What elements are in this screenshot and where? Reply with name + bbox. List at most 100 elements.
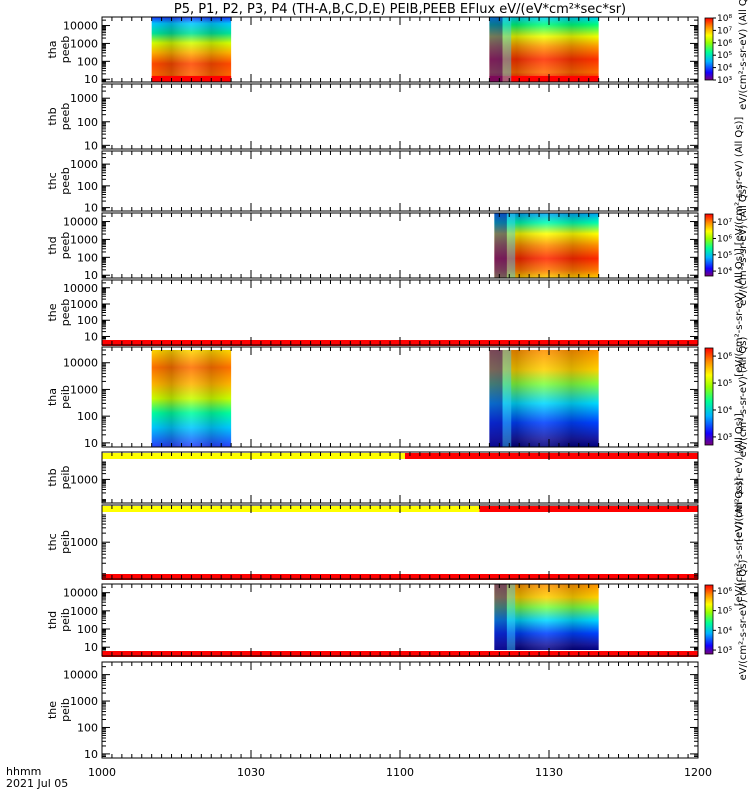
tha-peib-ytick-label-0: 10 [84, 437, 98, 450]
the-peib-ylabel-product: peib [59, 698, 72, 722]
tha-peib-colorbar-label-3: 10⁶ [717, 352, 732, 362]
the-peeb-ylabel-product: peeb [59, 299, 72, 327]
thc-peeb-ylabel-product: peeb [59, 167, 72, 195]
tha-peib-colorbar-label-0: 10³ [717, 433, 732, 443]
xtick-label-0: 1000 [88, 766, 116, 779]
xtick-label-2: 1100 [386, 766, 414, 779]
the-peeb-frame [101, 279, 699, 346]
thc-peeb-ytick-label-1: 100 [77, 180, 98, 193]
thd-peeb-ytick-label-1: 100 [77, 251, 98, 264]
thd-peib-ylabel: thdpeib [46, 608, 72, 632]
thc-peib-ylabel-product: peib [59, 530, 72, 554]
thc-peeb-ylabel-probe: thc [46, 172, 59, 189]
tha-peeb-colorbar-label-0: 10³ [717, 76, 732, 86]
tha-peib-colorbar-label-2: 10⁵ [717, 379, 732, 389]
the-peib-ytick-label-2: 1000 [70, 695, 98, 708]
thd-peeb-spectrogram-texture-0 [494, 213, 599, 278]
thc-peeb-ylabel: thcpeeb [46, 167, 72, 195]
thd-peib-ytick-label-2: 1000 [70, 605, 98, 618]
xtick-label-1: 1030 [237, 766, 265, 779]
thd-peeb-colorbar-label-3: 10⁷ [717, 218, 732, 228]
tha-peib-ylabel-product: peib [59, 385, 72, 409]
thb-peeb-ylabel-probe: thb [46, 107, 59, 125]
panel-thd-peeb: 10 100 1000 10000 thdpeeb 10⁴ 10⁵ 10⁶ 10⁷ eV/(cm²… [46, 185, 749, 306]
the-peeb-ytick-label-1: 100 [77, 314, 98, 327]
tha-peib-ylabel-probe: tha [46, 388, 59, 406]
tha-peeb-spectrogram-texture-0 [151, 17, 232, 82]
tha-peeb-colorbar-label-5: 10⁸ [717, 14, 732, 24]
the-peib-frame [101, 661, 699, 759]
thd-peib-dark-edge-0 [494, 584, 507, 650]
thd-peeb-colorbar-title: eV/(cm²-s-sr-eV) (All Qs) [738, 185, 749, 306]
xtick-label-3: 1130 [535, 766, 563, 779]
tha-peeb-colorbar-label-2: 10⁵ [717, 51, 732, 61]
thd-peeb-colorbar-label-1: 10⁵ [717, 251, 732, 261]
thd-peib-colorbar [704, 584, 714, 655]
the-peib-ylabel: thepeib [46, 698, 72, 722]
time-axis: hhmm 2021 Jul 05 1000 1030 1100 1130 1200 [6, 765, 712, 790]
the-peib-ytick-label-3: 10000 [63, 669, 98, 682]
tha-peeb-ylabel-probe: tha [46, 40, 59, 58]
tha-peib-colorbar [704, 347, 714, 446]
thd-peeb-colorbar-label-2: 10⁶ [717, 234, 732, 244]
thc-peeb-units-label: [eV/(cm²-s-sr-eV) (All Qs)] [734, 117, 745, 246]
tha-peib-ylabel: thapeib [46, 385, 72, 409]
thd-peeb-colorbar-label-0: 10⁴ [717, 267, 732, 277]
panel-tha-peib: 10 100 1000 10000 thapeib 10³ 10⁴ 10⁵ 10⁶ eV/(cm²… [46, 337, 749, 458]
panel-stack: 10 100 1000 10000 tha peeb 10³ 10⁴ 10⁵ 10⁶ 10⁷ 10⁸ e… [46, 0, 749, 761]
panel-the-peib: 10 100 1000 10000 thepeib [46, 661, 699, 761]
tha-peeb-ytick-label-0: 10 [84, 73, 98, 86]
thb-peeb-ytick-label-2: 1000 [70, 92, 98, 105]
the-peeb-ylabel-probe: the [46, 303, 59, 321]
tha-peeb-ytick-label-1: 100 [77, 55, 98, 68]
tha-peib-ytick-label-3: 10000 [63, 357, 98, 370]
tha-peeb-colorbar [704, 17, 714, 81]
tha-peib-cyan-stripe-1 [502, 350, 512, 447]
thd-peib-colorbar-label-0: 10³ [717, 646, 732, 656]
thd-peib-colorbar-label-2: 10⁵ [717, 607, 732, 617]
the-peib-ytick-label-1: 100 [77, 721, 98, 734]
panel-the-peeb: 10 100 1000 10000 thepeeb [eV/(cm²-s-sr-eV) (… [46, 248, 745, 377]
thb-peeb-ylabel-product: peeb [59, 103, 72, 131]
thd-peib-spectrogram-texture-0 [494, 584, 599, 650]
panel-tha-peeb: 10 100 1000 10000 thapeeb 10³ 10⁴ 10⁵ 10⁶ 10⁷ 10⁸ e… [46, 0, 749, 110]
thd-peib-ytick-label-3: 10000 [63, 587, 98, 600]
thb-peib-status-bar-top-0 [102, 453, 405, 459]
date-label: 2021 Jul 05 [6, 777, 68, 790]
tha-peib-spectrogram-texture-0 [151, 350, 232, 447]
tha-peib-ytick-label-2: 1000 [70, 383, 98, 396]
tha-peeb-colorbar-label-4: 10⁷ [717, 26, 732, 36]
the-peeb-ytick-label-2: 1000 [70, 298, 98, 311]
tha-peeb-colorbar-label-1: 10⁴ [717, 64, 732, 74]
thc-peeb-ytick-label-2: 1000 [70, 158, 98, 171]
thb-peib-ylabel: thbpeib [46, 466, 72, 490]
the-peib-ylabel-probe: the [46, 701, 59, 719]
thb-peib-ytick-label-0: 1000 [70, 473, 98, 486]
tha-peeb-cyan-stripe-1 [502, 17, 512, 82]
thd-peeb-ytick-label-2: 1000 [70, 233, 98, 246]
thc-peeb-ytick-label-0: 10 [84, 202, 98, 215]
thb-peib-status-bar-top-1 [404, 453, 698, 459]
tha-peib-ytick-label-1: 100 [77, 410, 98, 423]
thb-peeb-ytick-label-1: 100 [77, 116, 98, 129]
the-peeb-units-label: [eV/(cm²-s-sr-eV) (All Qs)] [734, 248, 745, 377]
thb-peib-ylabel-probe: thb [46, 468, 59, 486]
the-peeb-ylabel: thepeeb [46, 299, 72, 327]
thb-peeb-frame [101, 83, 699, 150]
the-peeb-ytick-label-3: 10000 [63, 282, 98, 295]
chart-title: P5, P1, P2, P3, P4 (TH-A,B,C,D,E) PEIB,P… [174, 2, 626, 17]
thd-peib-ytick-label-1: 100 [77, 623, 98, 636]
thd-peeb-ylabel: thdpeeb [46, 232, 72, 260]
the-peeb-ytick-label-0: 10 [84, 330, 98, 343]
thb-peeb-ylabel: thbpeeb [46, 103, 72, 131]
thd-peeb-ytick-label-3: 10000 [63, 216, 98, 229]
thb-peeb-ytick-label-0: 10 [84, 139, 98, 152]
thd-peeb-colorbar [704, 213, 714, 277]
thc-peib-frame [101, 504, 699, 580]
thd-peib-ylabel-product: peib [59, 608, 72, 632]
tha-peeb-colorbar-title: eV/(cm²-s-sr-eV) (All Qs) [738, 0, 749, 110]
